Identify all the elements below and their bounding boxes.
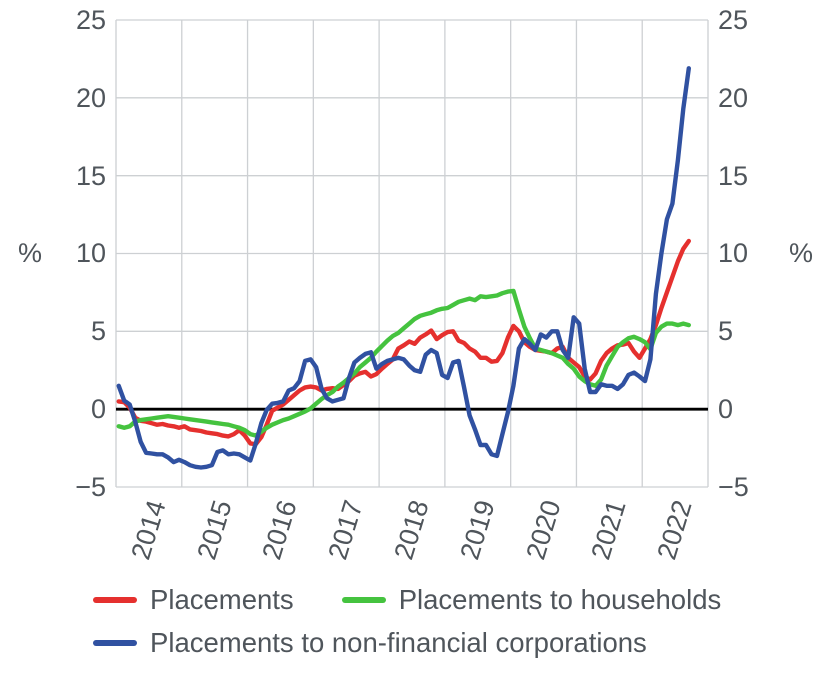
y-tick-left: 10 [75,238,106,268]
y-tick-left: 15 [75,161,106,191]
y-tick-right: 20 [718,83,749,113]
y-tick-right: 0 [718,394,734,424]
series-line-1 [116,288,691,438]
legend-row: Placements to non-financial corporations [93,627,721,659]
legend-label: Placements [150,584,294,615]
legend-item-nfc: Placements to non-financial corporations [93,627,647,659]
y-tick-left: 5 [90,316,106,346]
y-tick-right: 15 [718,161,749,191]
series-line-2 [116,66,691,470]
legend-label: Placements to households [398,584,722,615]
legend-item-households: Placements to households [341,584,722,616]
series-line-0 [116,238,691,447]
y-axis-unit-left: % [18,238,43,268]
legend-label: Placements to non-financial corporations [150,627,647,658]
y-tick-left: −5 [75,472,106,502]
y-tick-right: −5 [718,472,749,502]
legend-swatch-blue [93,640,137,646]
y-tick-right: 10 [718,238,749,268]
legend-item-placements: Placements [93,584,294,616]
y-tick-left: 25 [75,5,106,35]
legend-swatch-green [341,597,386,603]
y-axis-unit-right: % [789,238,814,268]
y-tick-right: 5 [718,316,734,346]
legend-swatch-red [93,597,137,603]
legend: Placements Placements to households Plac… [93,584,721,659]
legend-row: Placements Placements to households [93,584,721,616]
y-tick-right: 25 [718,5,749,35]
y-tick-left: 0 [90,394,106,424]
y-tick-left: 20 [75,83,106,113]
